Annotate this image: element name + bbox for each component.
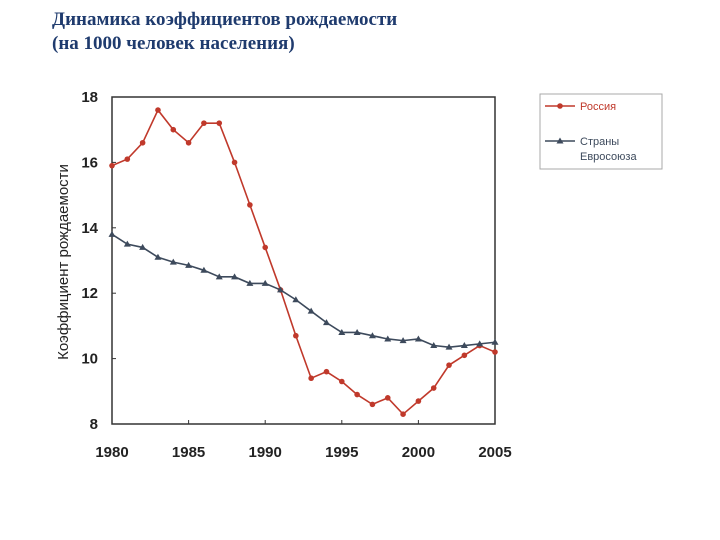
data-point-russia	[185, 139, 192, 146]
data-point-eu	[139, 243, 147, 250]
tick-labels: 1980 1985 1990 1995 2000 2005 8 10 12 14 16 18	[81, 89, 511, 461]
y-tick-label: 16	[81, 154, 98, 171]
data-point-russia	[430, 385, 437, 391]
data-point-russia	[369, 401, 376, 408]
data-point-eu	[307, 307, 315, 314]
data-point-russia	[354, 391, 360, 398]
data-point-russia	[109, 162, 115, 169]
data-point-russia	[170, 126, 177, 133]
data-point-eu	[108, 230, 116, 237]
data-point-russia	[155, 107, 161, 113]
y-tick-label: 8	[90, 416, 98, 433]
data-point-russia	[308, 375, 314, 382]
legend-marker-russia	[557, 103, 563, 109]
data-point-eu	[261, 279, 269, 286]
legend-marker-eu	[556, 137, 564, 144]
data-point-russia	[323, 368, 330, 375]
x-tick-label: 1990	[249, 444, 282, 461]
data-point-eu	[399, 337, 407, 344]
data-point-russia	[124, 156, 131, 162]
data-point-russia	[216, 120, 223, 126]
data-point-eu	[123, 240, 131, 247]
series-line-russia	[111, 108, 496, 416]
axes	[111, 96, 496, 425]
data-point-eu	[169, 258, 177, 265]
data-point-russia	[139, 139, 146, 146]
series-group	[108, 107, 499, 417]
legend: Россия Страны Евросоюза	[539, 93, 663, 170]
data-point-eu	[476, 340, 484, 347]
data-point-eu	[353, 328, 361, 335]
data-point-russia	[293, 332, 299, 339]
data-point-eu	[154, 253, 162, 260]
data-point-russia	[400, 411, 406, 417]
legend-label-eu-line2: Евросоюза	[580, 151, 637, 163]
y-tick-label: 18	[81, 89, 98, 106]
data-point-eu	[338, 328, 346, 335]
data-point-eu	[231, 273, 239, 280]
data-point-eu	[430, 342, 438, 349]
legend-label-eu-line1: Страны	[580, 136, 619, 148]
data-point-eu	[414, 335, 422, 342]
data-point-eu	[384, 335, 392, 342]
data-point-russia	[231, 159, 238, 166]
series-line-eu	[111, 233, 496, 348]
data-point-russia	[446, 362, 452, 368]
x-tick-label: 2005	[478, 444, 511, 461]
data-point-eu	[445, 343, 453, 350]
data-point-russia	[262, 244, 269, 251]
x-tick-label: 1995	[325, 444, 358, 461]
data-point-russia	[247, 202, 253, 208]
data-point-russia	[339, 378, 345, 385]
data-point-eu	[460, 342, 468, 349]
title-line-2: (на 1000 человек населения)	[52, 33, 295, 54]
legend-label-russia: Россия	[580, 101, 616, 113]
y-tick-label: 12	[81, 285, 98, 302]
plot-frame	[111, 96, 496, 425]
y-tick-label: 14	[81, 220, 98, 237]
data-point-russia	[461, 352, 468, 359]
data-point-eu	[491, 338, 499, 345]
data-point-eu	[292, 296, 300, 303]
y-tick-label: 10	[81, 351, 98, 368]
data-point-eu	[277, 286, 285, 293]
y-axis-label: Коэффициент рождаемости	[55, 164, 72, 360]
data-point-russia	[492, 349, 498, 355]
title-line-1: Динамика коэффициентов рождаемости	[52, 9, 398, 30]
x-tick-label: 1980	[95, 444, 128, 461]
data-point-eu	[368, 332, 376, 339]
data-point-eu	[200, 266, 208, 273]
data-point-eu	[246, 279, 254, 286]
data-point-russia	[415, 398, 422, 404]
data-point-eu	[185, 261, 193, 268]
data-point-russia	[201, 120, 207, 126]
data-point-russia	[384, 395, 391, 401]
data-point-eu	[322, 319, 330, 326]
chart-title: Динамика коэффициентов рождаемости (на 1…	[52, 8, 397, 56]
data-point-eu	[215, 273, 223, 280]
x-tick-label: 1985	[172, 444, 205, 461]
x-tick-label: 2000	[402, 444, 435, 461]
